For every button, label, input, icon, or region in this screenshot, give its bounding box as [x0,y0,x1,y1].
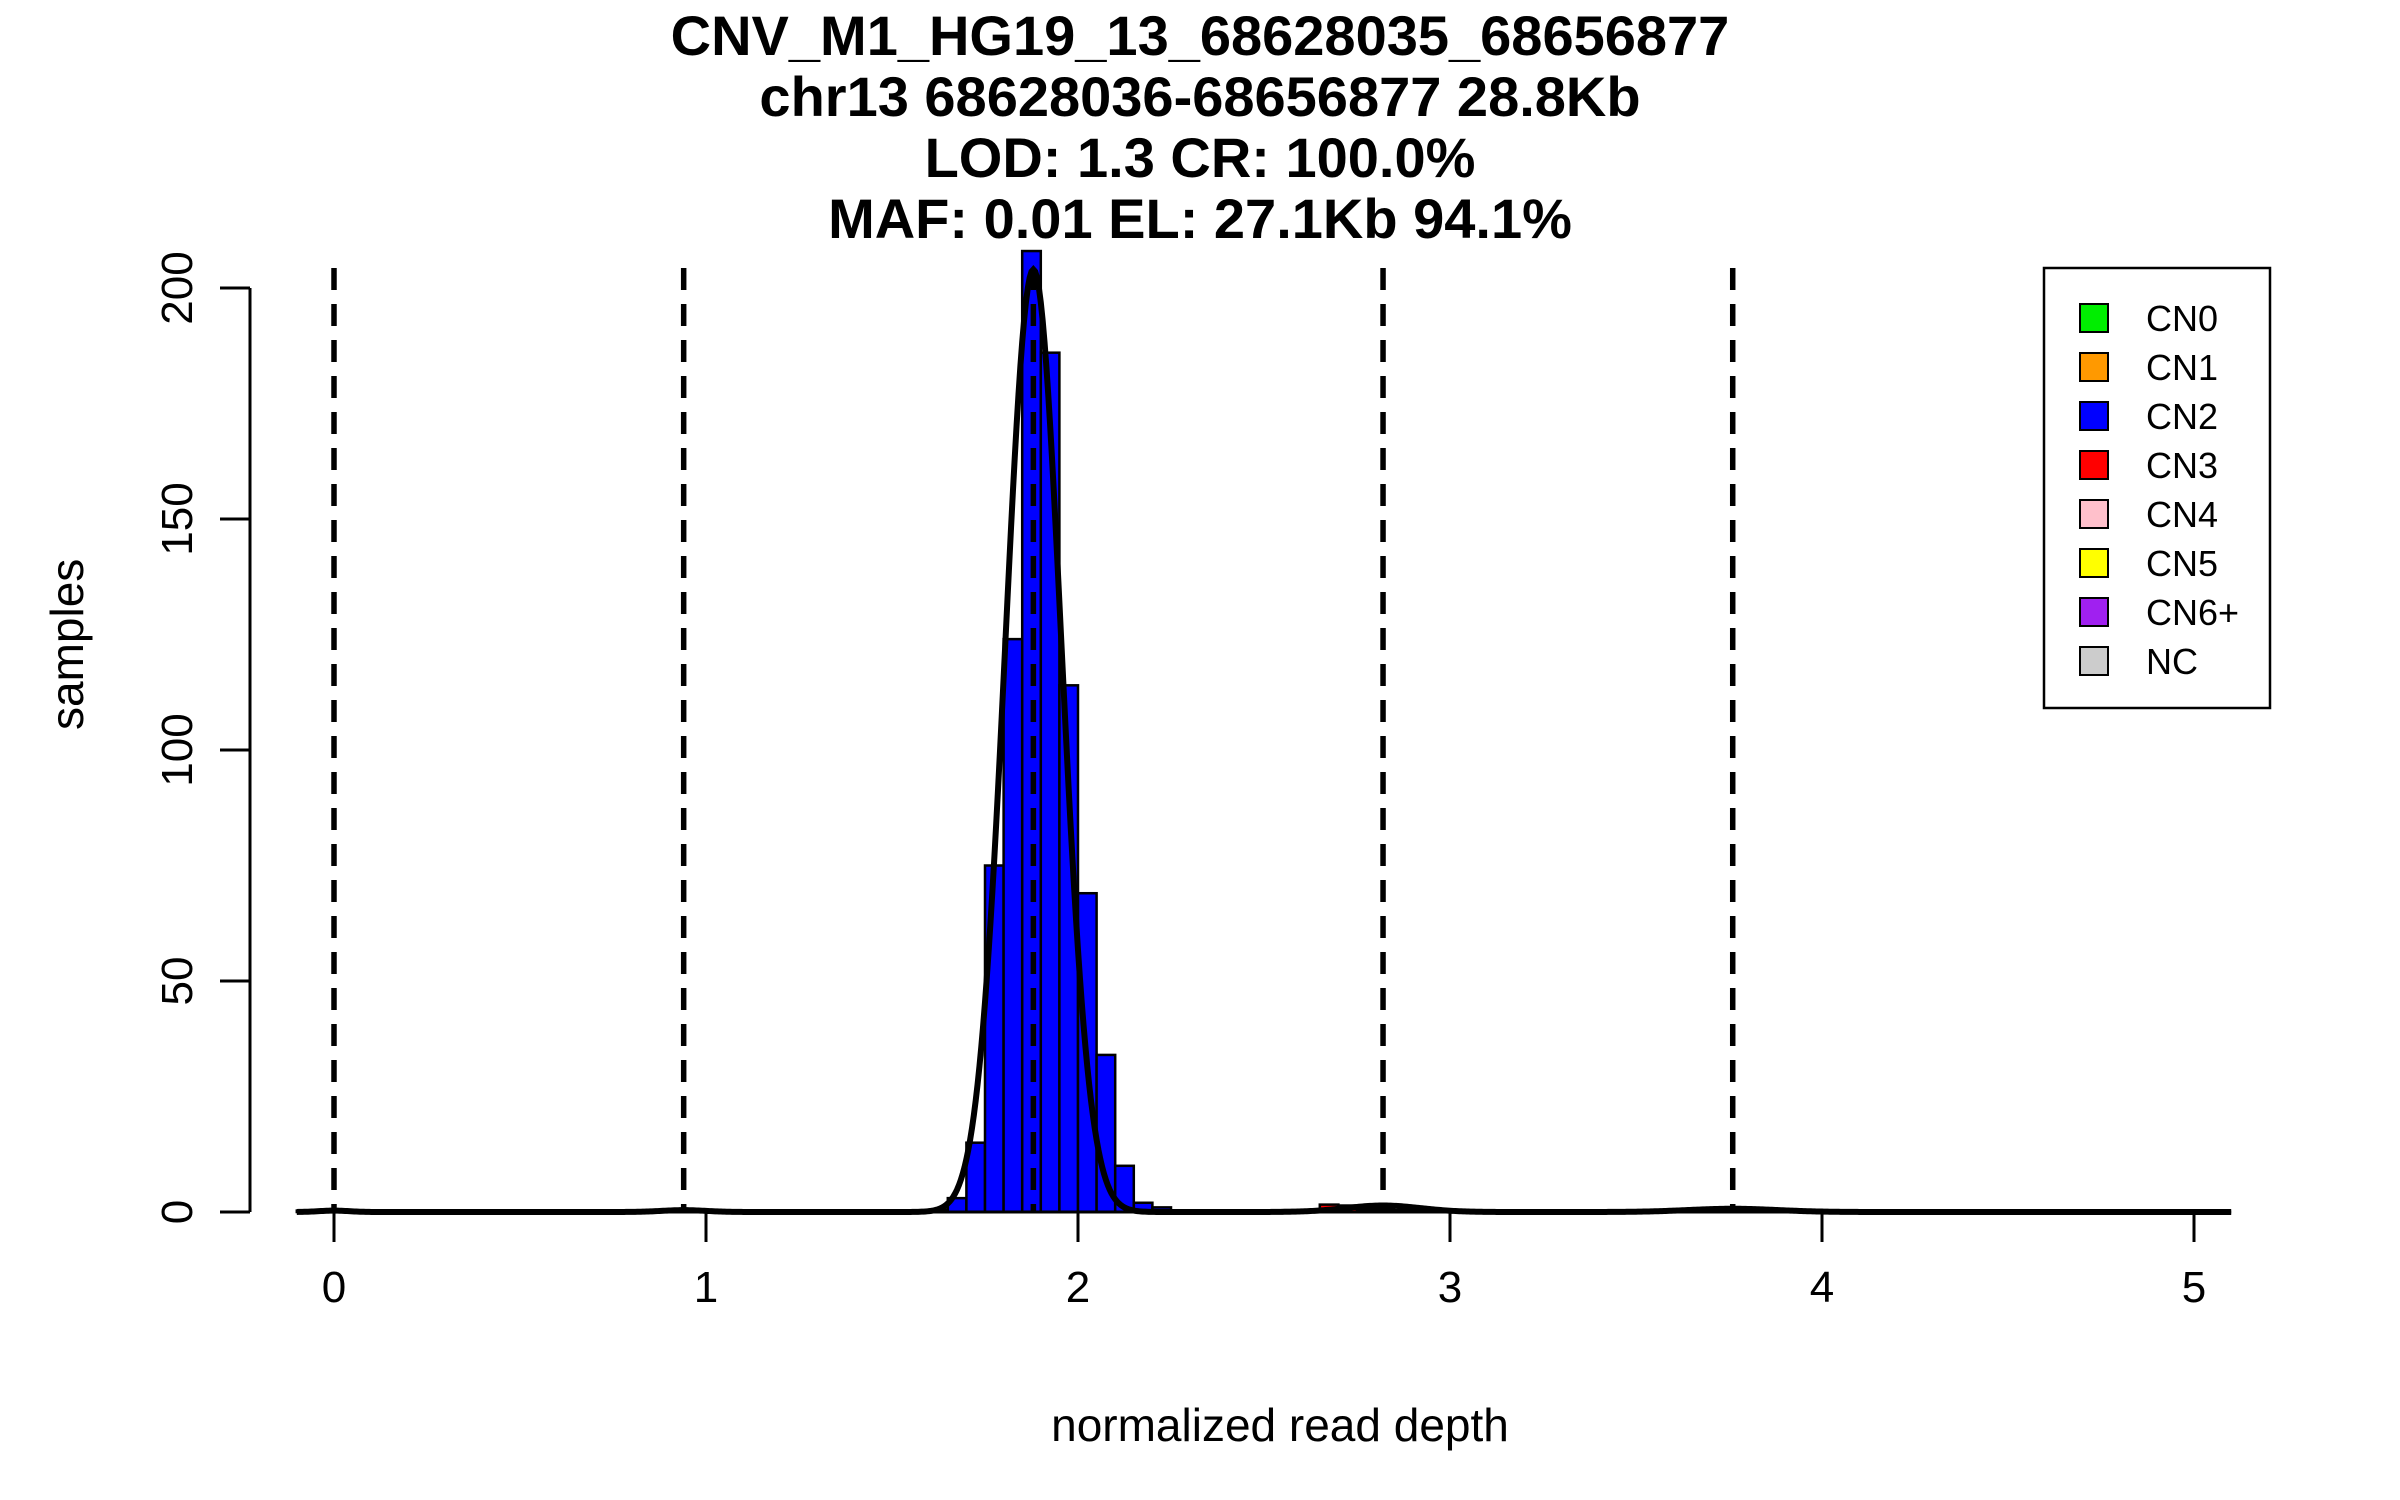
legend-label: CN3 [2146,445,2218,486]
title-line-2: chr13 68628036-68656877 28.8Kb [759,65,1641,128]
x-tick-label: 3 [1438,1263,1462,1312]
y-tick-label: 150 [153,482,202,555]
legend-swatch [2079,401,2109,431]
legend-label: CN4 [2146,494,2218,535]
histogram-bar [1002,637,1024,1214]
x-tick-label: 5 [2182,1263,2206,1312]
legend-swatch [2079,548,2109,578]
x-tick-label: 4 [1810,1263,1834,1312]
title-line-4: MAF: 0.01 EL: 27.1Kb 94.1% [828,187,1572,250]
legend-label: CN1 [2146,347,2218,388]
legend-swatch [2079,303,2109,333]
legend-swatch [2079,499,2109,529]
legend-swatch [2079,352,2109,382]
legend-label: CN2 [2146,396,2218,437]
title-line-1: CNV_M1_HG19_13_68628035_68656877 [670,4,1730,67]
title-line-3: LOD: 1.3 CR: 100.0% [924,126,1476,189]
x-tick-label: 2 [1066,1263,1090,1312]
legend-swatch [2079,646,2109,676]
histogram-bar [983,864,1005,1214]
x-tick-label: 0 [322,1263,346,1312]
y-tick-label: 200 [153,251,202,324]
density-fit-curve [296,265,2232,1215]
x-tick-label: 1 [694,1263,718,1312]
legend-swatch [2079,450,2109,480]
x-axis-label: normalized read depth [1051,1399,1509,1451]
legend-label: CN6+ [2146,592,2239,633]
y-tick-label: 50 [153,957,202,1006]
legend-swatch [2079,597,2109,627]
legend-label: CN5 [2146,543,2218,584]
histogram-bar [1039,351,1061,1214]
legend-label: NC [2146,641,2198,682]
legend-label: CN0 [2146,298,2218,339]
legend-box [2042,266,2272,710]
y-tick-label: 0 [153,1200,202,1224]
y-tick-label: 100 [153,713,202,786]
